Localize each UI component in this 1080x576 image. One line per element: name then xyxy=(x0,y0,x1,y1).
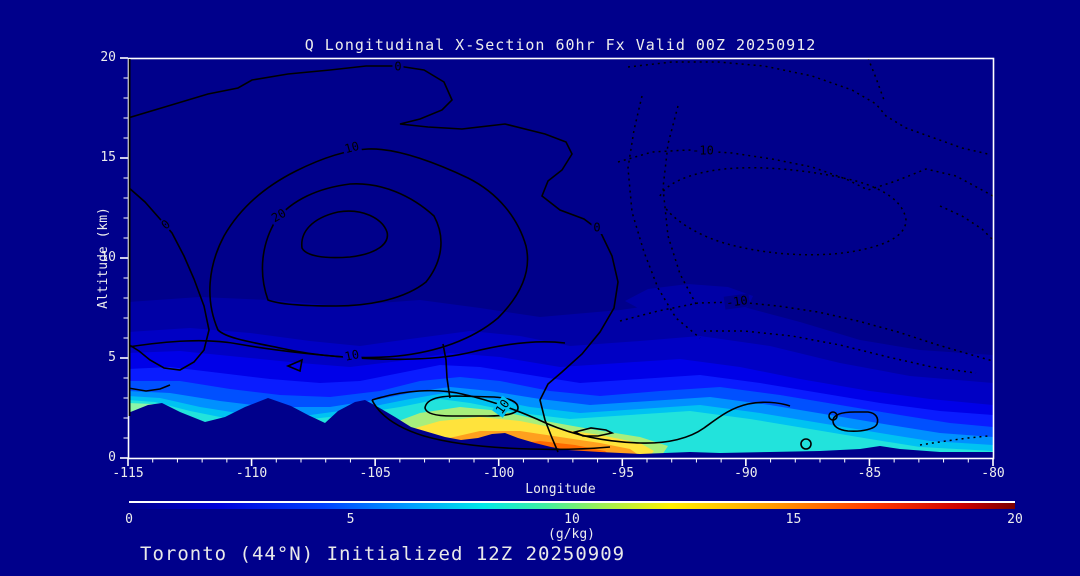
terrain-silhouette xyxy=(128,398,993,458)
colorbar-tick-label: 0 xyxy=(125,512,133,527)
colorbar-units: (g/kg) xyxy=(548,527,595,542)
contour-label: 0 xyxy=(593,221,600,235)
x-tick-label: -80 xyxy=(981,466,1005,481)
y-tick-label: 15 xyxy=(100,150,116,165)
y-tick-label: 0 xyxy=(108,450,116,465)
colorbar-tick-label: 5 xyxy=(346,512,355,527)
axis-ticks xyxy=(120,57,994,466)
colorbar-tick-label: 20 xyxy=(1007,512,1023,527)
x-axis-title: Longitude xyxy=(525,482,596,497)
x-tick-label: -100 xyxy=(483,466,515,481)
y-tick-label: 10 xyxy=(100,250,116,265)
colorbar-top-line xyxy=(129,501,1015,503)
x-tick-label: -90 xyxy=(734,466,758,481)
x-tick-label: -95 xyxy=(610,466,635,481)
q-shading-field xyxy=(128,58,993,458)
y-tick-label: 20 xyxy=(100,50,116,65)
colorbar-tick-label: 10 xyxy=(564,512,580,527)
x-tick-label: -110 xyxy=(235,466,268,481)
contour-label: -10 xyxy=(725,293,748,310)
contour-label: 10 xyxy=(343,139,361,156)
contour-label: 10 xyxy=(343,347,360,364)
run-caption: Toronto (44°N) Initialized 12Z 20250909 xyxy=(140,543,626,565)
contour-label: 10 xyxy=(493,397,513,417)
plot-title: Q Longitudinal X-Section 60hr Fx Valid 0… xyxy=(304,36,817,54)
plot-frame xyxy=(127,57,995,460)
contour-label: 0 xyxy=(394,60,401,74)
colorbar-tick-label: 15 xyxy=(785,512,802,527)
dotted-contours xyxy=(617,58,993,446)
x-tick-label: -105 xyxy=(359,466,391,481)
contour-label: -10 xyxy=(692,144,714,158)
contour-label: 20 xyxy=(269,206,289,225)
x-tick-label: -85 xyxy=(857,466,882,481)
x-tick-label: -115 xyxy=(112,466,144,481)
y-tick-label: 5 xyxy=(108,350,116,365)
colorbar xyxy=(129,503,1015,509)
